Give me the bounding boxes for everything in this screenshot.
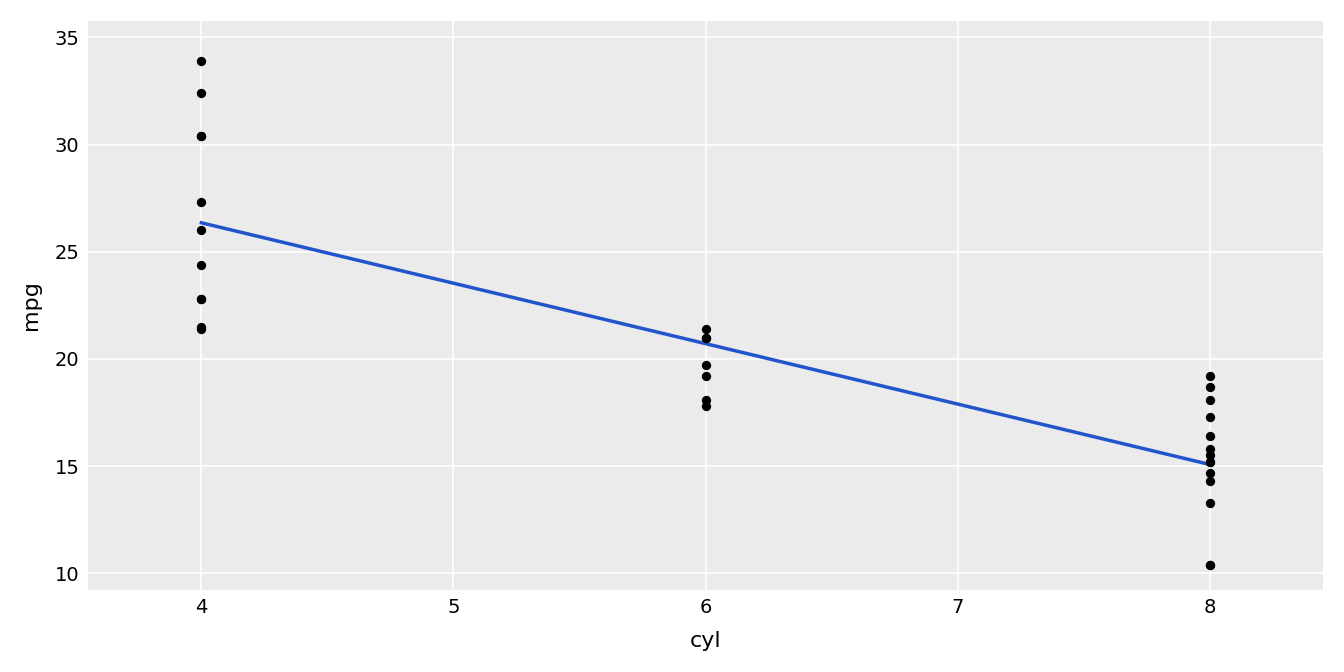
Point <box>1199 559 1220 570</box>
Point <box>1199 431 1220 442</box>
Point <box>1199 467 1220 478</box>
Point <box>191 88 212 99</box>
Point <box>695 371 716 382</box>
Point <box>191 225 212 236</box>
Point <box>191 259 212 270</box>
Point <box>191 294 212 304</box>
Point <box>695 394 716 405</box>
Point <box>695 332 716 343</box>
Point <box>191 130 212 141</box>
Point <box>191 197 212 208</box>
Point <box>191 294 212 304</box>
Point <box>1199 371 1220 382</box>
X-axis label: cyl: cyl <box>689 631 722 651</box>
Point <box>1199 456 1220 467</box>
Point <box>191 324 212 335</box>
Y-axis label: mpg: mpg <box>22 280 40 331</box>
Point <box>695 360 716 371</box>
Point <box>1199 476 1220 487</box>
Point <box>1199 456 1220 467</box>
Point <box>191 130 212 141</box>
Point <box>1199 382 1220 392</box>
Point <box>695 401 716 411</box>
Point <box>1199 497 1220 508</box>
Point <box>695 324 716 335</box>
Point <box>1199 411 1220 422</box>
Point <box>1199 559 1220 570</box>
Point <box>1199 450 1220 461</box>
Point <box>695 332 716 343</box>
Point <box>191 321 212 332</box>
Point <box>1199 444 1220 454</box>
Point <box>1199 394 1220 405</box>
Point <box>191 56 212 67</box>
